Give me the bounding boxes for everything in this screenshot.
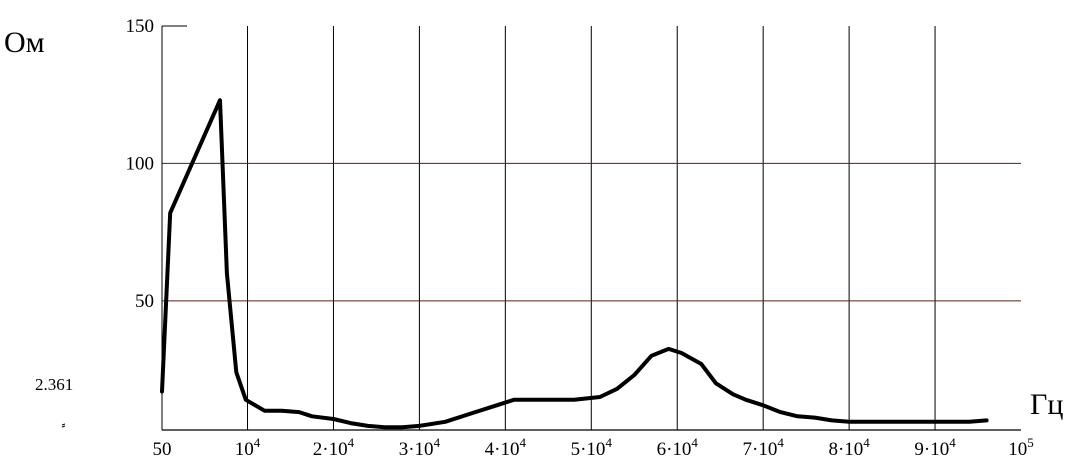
series-line bbox=[160, 98, 989, 430]
x-tick-label: 9·104 bbox=[914, 435, 956, 460]
y-tick-labels: 150 100 50 bbox=[126, 16, 155, 312]
x-tick-label: 104 bbox=[235, 435, 261, 460]
x-tick-labels: 50 104 2·104 3·104 4·104 5·104 6·104 7·104 8·104… bbox=[153, 435, 1034, 460]
x-tick-label: 50 bbox=[153, 439, 172, 460]
x-tick-label: 105 bbox=[1008, 435, 1034, 460]
y-tick-label: 150 bbox=[126, 16, 155, 37]
tick-mark bbox=[61, 423, 66, 428]
x-tick-label: 8·104 bbox=[828, 435, 870, 460]
y-tick-label: 100 bbox=[126, 153, 155, 174]
x-tick-label: 2·104 bbox=[313, 435, 355, 460]
x-axis-label: Гц bbox=[1030, 388, 1063, 421]
y-min-label: 2.361 bbox=[35, 375, 73, 394]
series-group bbox=[160, 98, 989, 430]
x-tick-label: 6·104 bbox=[657, 435, 699, 460]
x-tick-label: 5·104 bbox=[571, 435, 613, 460]
x-tick-label: 4·104 bbox=[485, 435, 527, 460]
y-axis-label: Ом bbox=[4, 26, 45, 59]
grid-lines bbox=[162, 26, 1021, 430]
y-tick-label: 50 bbox=[135, 291, 154, 312]
x-tick-label: 3·104 bbox=[399, 435, 441, 460]
x-tick-label: 7·104 bbox=[743, 435, 785, 460]
